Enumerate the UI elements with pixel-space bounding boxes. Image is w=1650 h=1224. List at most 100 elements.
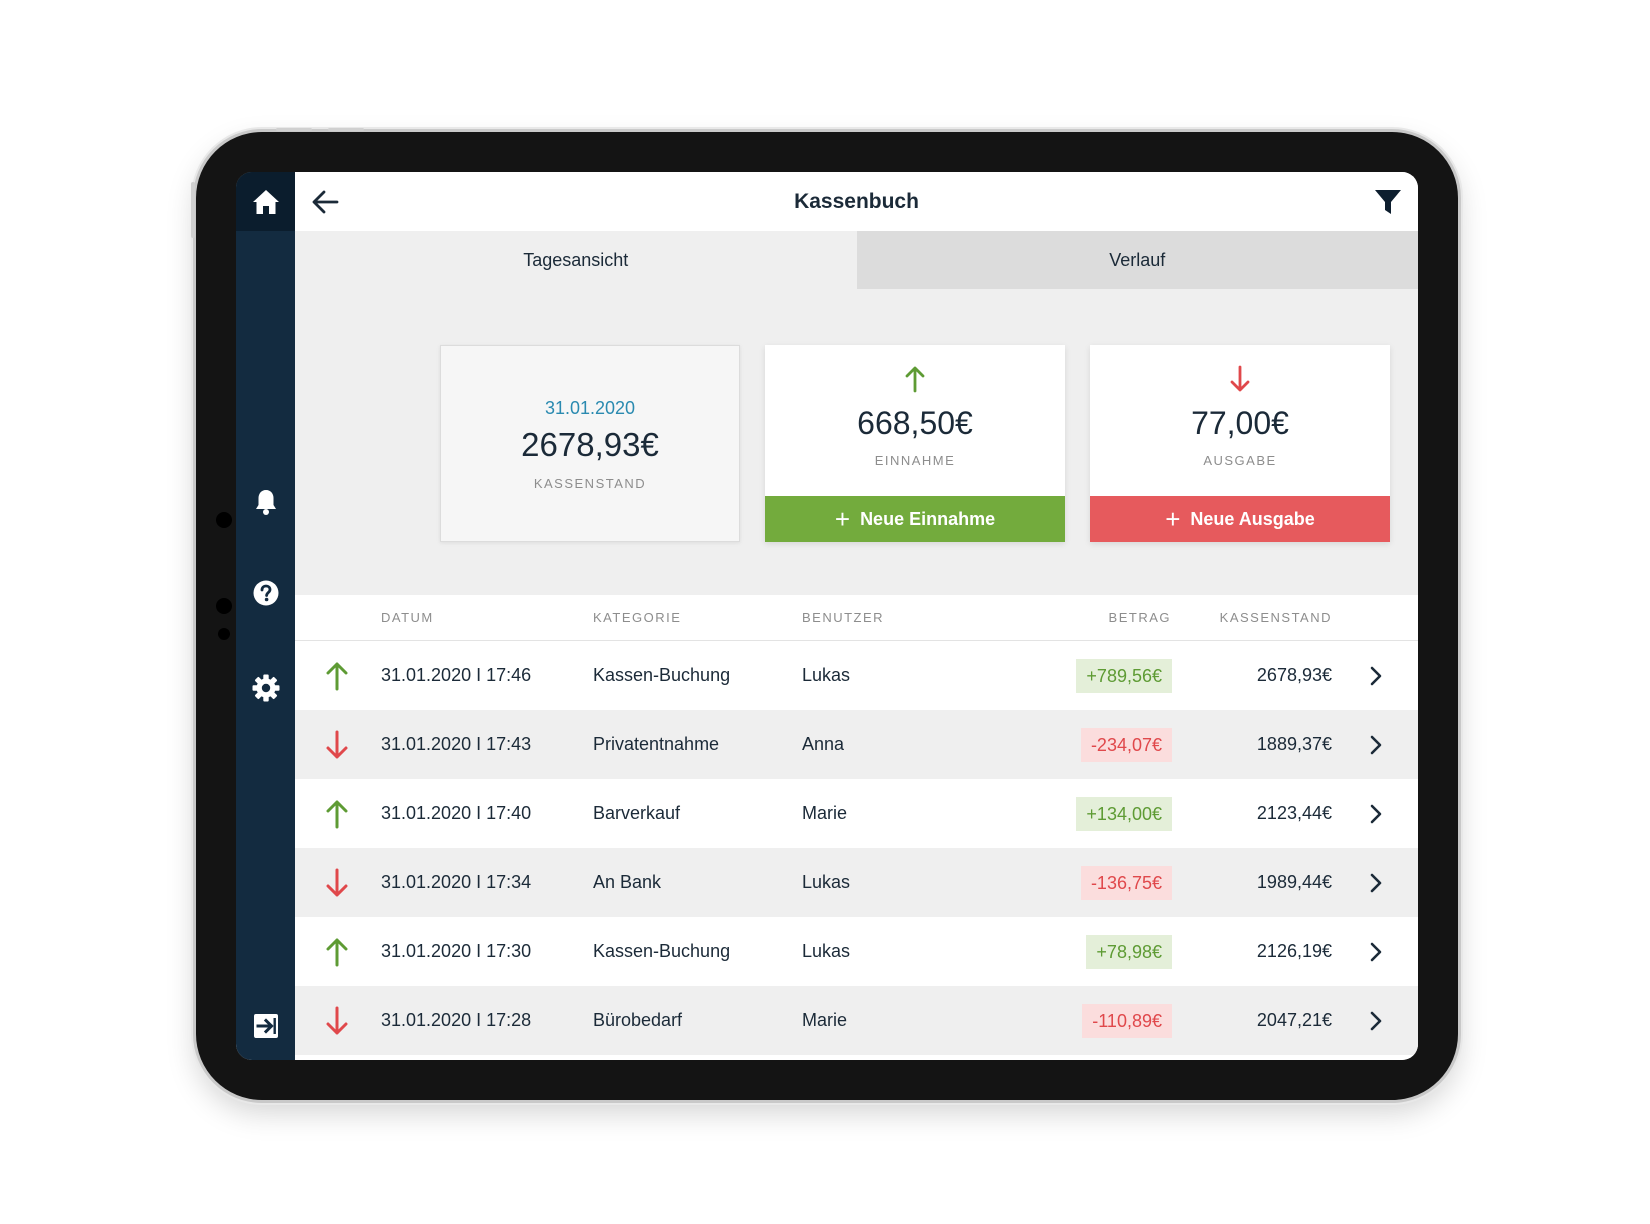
tab-tagesansicht[interactable]: Tagesansicht [295,231,857,289]
sidebar-item-home[interactable] [236,172,295,231]
cell-betrag: +789,56€ [1076,659,1172,693]
arrow-down-icon [1230,365,1250,392]
top-bar: Kassenbuch [295,172,1418,231]
arrow-down-icon [326,1006,348,1035]
cell-datum: 31.01.2020 I 17:46 [381,665,532,685]
table-header: DATUM KATEGORIE BENUTZER BETRAG KASSENST… [295,595,1418,641]
column-header-benutzer[interactable]: BENUTZER [802,610,885,625]
table-row[interactable]: 31.01.2020 I 17:40 Barverkauf Marie +134,00… [295,779,1418,848]
arrow-left-icon [312,190,339,214]
cell-betrag: -234,07€ [1080,728,1172,762]
cell-datum: 31.01.2020 I 17:30 [381,941,532,961]
plus-icon: + [1165,504,1181,534]
arrow-down-icon [326,730,348,759]
chevron-right-icon [1370,666,1382,686]
cell-benutzer: Lukas [802,872,851,892]
home-icon [252,189,279,214]
cell-kategorie: An Bank [593,872,662,892]
table-row[interactable]: 31.01.2020 I 17:30 Kassen-Buchung Lukas +78… [295,917,1418,986]
cell-kassenstand: 2047,21€ [1256,1010,1332,1030]
expense-value: 77,00€ [1191,405,1289,441]
income-label: EINNAHME [874,453,956,468]
sidebar-item-help[interactable] [236,573,295,613]
cell-kassenstand: 2123,44€ [1256,803,1332,823]
arrow-up-icon [905,366,925,393]
transactions-table: DATUM KATEGORIE BENUTZER BETRAG KASSENST… [295,595,1418,1060]
cell-betrag: +78,98€ [1086,935,1172,969]
sidebar [236,172,295,1060]
filter-icon [1375,190,1401,214]
camera-dot [216,512,232,528]
balance-date: 31.01.2020 [544,398,636,418]
camera-dot [216,598,232,614]
cell-datum: 31.01.2020 I 17:40 [381,803,532,823]
table-row[interactable]: 31.01.2020 I 17:28 Bürobedarf Marie -110,89… [295,986,1418,1055]
cell-kategorie: Barverkauf [593,803,681,823]
new-expense-button[interactable]: + Neue Ausgabe [1090,496,1390,542]
tab-bar: Tagesansicht Verlauf [295,231,1418,289]
balance-value: 2678,93€ [521,426,659,463]
chevron-right-icon [1370,873,1382,893]
expense-arrow-wrap [1090,365,1390,393]
cell-kategorie: Kassen-Buchung [593,941,731,961]
cell-kategorie: Privatentnahme [593,734,720,754]
sidebar-item-notifications[interactable] [236,482,295,522]
new-income-button[interactable]: + Neue Einnahme [765,496,1065,542]
income-arrow-wrap [765,365,1065,393]
sidebar-item-settings[interactable] [236,668,295,708]
chevron-right-icon [1370,942,1382,962]
cell-benutzer: Lukas [802,941,851,961]
table-row[interactable]: 31.01.2020 I 17:34 An Bank Lukas -136,75€ 19… [295,848,1418,917]
chevron-right-icon [1370,1011,1382,1031]
cell-datum: 31.01.2020 I 17:43 [381,734,532,754]
new-income-label: Neue Einnahme [860,508,996,529]
table-row[interactable]: 31.01.2020 I 17:46 Kassen-Buchung Lukas +78… [295,641,1418,710]
arrow-down-icon [326,868,348,897]
cell-kategorie: Bürobedarf [593,1010,683,1030]
column-header-kassenstand[interactable]: KASSENSTAND [1219,610,1332,625]
income-value: 668,50€ [857,405,973,441]
volume-button [191,182,195,238]
expense-label: AUSGABE [1203,453,1277,468]
cell-benutzer: Anna [802,734,845,754]
back-button[interactable] [307,184,343,220]
table-row[interactable]: 31.01.2020 I 17:43 Privatentnahme Anna -234… [295,710,1418,779]
logout-icon [253,1014,278,1038]
balance-card: 31.01.2020 2678,93€ KASSENSTAND [440,345,740,542]
chevron-right-icon [1370,735,1382,755]
income-card: 668,50€ EINNAHME + Neue Einnahme [765,345,1065,542]
chevron-right-icon [1370,804,1382,824]
camera-dot [218,628,230,640]
new-expense-label: Neue Ausgabe [1190,508,1315,529]
cell-benutzer: Lukas [802,665,851,685]
column-header-kategorie[interactable]: KATEGORIE [593,610,682,625]
cell-kassenstand: 1889,37€ [1256,734,1332,754]
sidebar-item-logout[interactable] [236,1006,295,1046]
cell-kategorie: Kassen-Buchung [593,665,731,685]
expense-card: 77,00€ AUSGABE + Neue Ausgabe [1090,345,1390,542]
arrow-up-icon [326,938,348,967]
cell-benutzer: Marie [802,1010,848,1030]
top-button-2 [328,128,364,131]
tab-verlauf[interactable]: Verlauf [856,231,1418,289]
help-icon [253,580,278,606]
filter-button[interactable] [1370,185,1406,219]
app-screen: Kassenbuch Tagesansicht Verlauf 31.01.20… [236,172,1418,1060]
cell-kassenstand: 1989,44€ [1256,872,1332,892]
cell-benutzer: Marie [802,803,848,823]
top-button [276,128,312,131]
page-title: Kassenbuch [794,190,919,213]
column-header-datum[interactable]: DATUM [381,610,434,625]
bell-icon [255,490,276,515]
cell-betrag: +134,00€ [1076,797,1172,831]
cell-datum: 31.01.2020 I 17:34 [381,872,532,892]
arrow-up-icon [326,662,348,691]
gear-icon [252,674,279,702]
balance-label: KASSENSTAND [533,476,647,491]
cell-betrag: -110,89€ [1082,1004,1172,1038]
plus-icon: + [834,504,851,534]
column-header-betrag[interactable]: BETRAG [1108,610,1171,625]
arrow-up-icon [326,800,348,829]
cell-datum: 31.01.2020 I 17:28 [381,1010,532,1030]
cell-kassenstand: 2126,19€ [1256,941,1332,961]
